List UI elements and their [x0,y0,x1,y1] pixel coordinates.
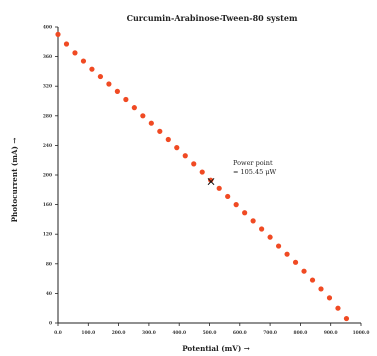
y-tick-label: 40 [46,292,52,297]
x-axis-title: Potential (mV) → [182,344,250,353]
x-tick-label: 500.0 [203,331,217,336]
y-tick-label: 80 [46,262,52,267]
data-point [131,105,137,111]
annotation-label-line2: = 105.45 μW [233,168,277,176]
data-point [63,41,70,47]
chart-title: Curcumin-Arabinose-Tween-80 system [127,13,298,23]
y-tick-label: 400 [43,26,52,31]
data-point [199,169,205,175]
data-point [301,268,307,274]
data-point [259,226,265,232]
data-point [318,286,324,292]
x-tick-label: 900.0 [324,331,338,336]
data-point [80,58,87,64]
y-tick-label: 120 [43,233,52,238]
y-tick-label: 200 [43,174,52,179]
x-tick-label: 1000.0 [353,331,370,336]
data-point [233,202,239,208]
data-point [97,73,104,80]
data-point [275,243,282,249]
data-point [225,193,231,200]
x-tick-label: 600.0 [233,331,247,336]
data-point [208,177,214,183]
y-tick-label: 160 [43,203,52,208]
y-tick-label: 0 [49,322,52,327]
data-point [165,136,171,143]
power-point-marker: × [206,175,216,189]
data-point [182,153,188,159]
data-point [292,259,299,265]
y-tick-label: 320 [43,85,52,90]
data-point [148,120,154,126]
data-point [343,315,350,322]
x-tick-label: 100.0 [81,331,95,336]
data-point [140,113,146,119]
data-point [335,305,341,311]
data-point [123,96,129,103]
x-tick-label: 300.0 [142,331,156,336]
power-point-annotation: × Power point= 105.45 μW [206,159,277,189]
annotation-label-line1: Power point [233,159,273,167]
y-tick-label: 240 [43,144,52,149]
data-point [216,185,222,191]
data-point [242,210,248,216]
x-tick-label: 800.0 [294,331,308,336]
x-tick-label: 0.0 [54,331,62,336]
data-point [250,218,256,224]
y-tick-label: 280 [43,114,52,119]
data-point [309,277,316,283]
data-point [174,145,180,151]
data-point [191,161,197,167]
x-tick-label: 400.0 [172,331,186,336]
data-point [157,128,163,134]
x-axis-ticks: 0.0 100.0 200.0 300.0 400.0 500.0 600.0 700.0 80… [54,323,369,336]
data-point [55,31,61,37]
data-point [114,88,120,94]
x-tick-label: 200.0 [112,331,126,336]
data-point [267,234,273,240]
data-point [284,251,290,257]
y-tick-label: 360 [43,55,52,60]
data-point [89,66,95,72]
x-tick-label: 700.0 [263,331,277,336]
data-point [106,81,112,87]
data-series [55,31,350,322]
y-axis-title: Photocurrent (mA) → [10,138,19,223]
y-axis-ticks: 0 40 80 120 160 200 240 280 320 360 400 [43,26,58,327]
data-point [326,295,333,301]
data-point [72,50,78,56]
